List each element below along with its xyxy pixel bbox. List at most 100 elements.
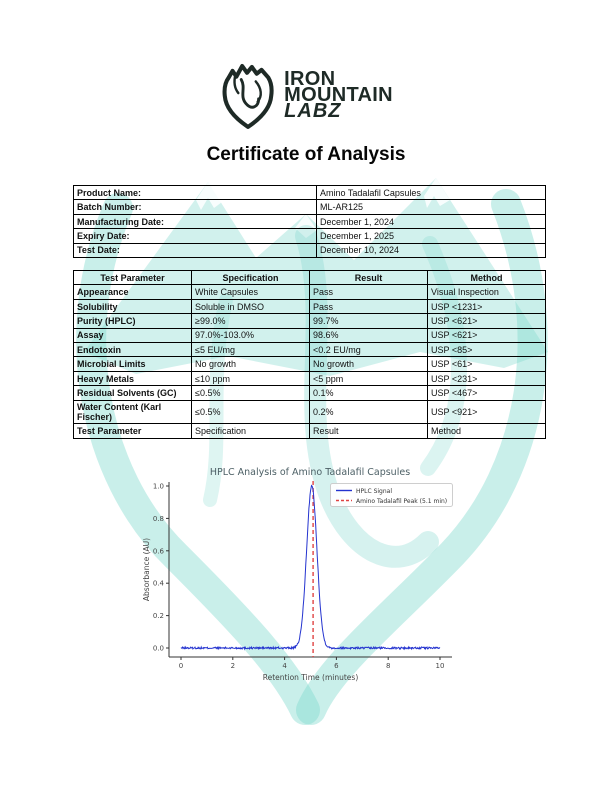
- table-row: Heavy Metals ≤10 ppm <5 ppm USP <231>: [73, 370, 546, 387]
- mountain-shield-logo-icon: [222, 63, 274, 129]
- table-row: Appearance White Capsules Pass Visual Inspe…: [73, 284, 546, 300]
- table-cell: Soluble in DMSO: [191, 298, 310, 315]
- table-row: Assay 97.0%-103.0% 98.6% USP <621>: [73, 327, 546, 343]
- product-info-row: Expiry Date: December 1, 2025: [73, 228, 546, 244]
- table-cell: Visual Inspection: [427, 284, 546, 300]
- page-title: Certificate of Analysis: [206, 144, 406, 165]
- table-cell: USP <231>: [427, 370, 546, 387]
- product-info-row: Product Name: Amino Tadalafil Capsules: [73, 184, 546, 201]
- table-row: Microbial Limits No growth No growth USP <6…: [73, 356, 546, 372]
- product-info-value: December 1, 2024: [316, 213, 546, 230]
- product-info-value: ML-AR125: [316, 199, 546, 215]
- table-cell: USP <1231>: [427, 298, 546, 315]
- table-cell: USP <921>: [427, 399, 546, 425]
- table-row: Endotoxin ≤5 EU/mg <0.2 EU/mg USP <85>: [73, 341, 546, 358]
- table-cell: ≥99.0%: [191, 313, 310, 329]
- y-tick-label: 0.6: [153, 547, 165, 555]
- table-cell: Appearance: [73, 284, 192, 300]
- table-row: Water Content (Karl Fischer) ≤0.5% 0.2% USP…: [73, 399, 546, 425]
- logo-word-mountain: MOUNTAIN: [284, 84, 393, 106]
- table-cell: Assay: [73, 327, 192, 343]
- hplc-chart: HPLC Analysis of Amino Tadalafil Capsule…: [140, 460, 474, 708]
- product-info-body: Product Name: Amino Tadalafil Capsules Bat…: [73, 184, 546, 258]
- product-info-label: Test Date:: [73, 242, 317, 258]
- y-tick-label: 0.4: [153, 580, 165, 588]
- table-cell: Result: [309, 423, 428, 439]
- x-tick-label: 8: [386, 662, 390, 670]
- table-cell: Purity (HPLC): [73, 313, 192, 329]
- table-cell: Heavy Metals: [73, 370, 192, 387]
- column-header: Result: [309, 269, 428, 286]
- y-tick-label: 0.0: [153, 645, 164, 653]
- product-info-label: Product Name:: [73, 184, 317, 201]
- table-cell: Pass: [309, 284, 428, 300]
- table-cell: <5 ppm: [309, 370, 428, 387]
- test-results-head: Test Parameter Specification Result Method: [73, 269, 546, 286]
- table-cell: USP <621>: [427, 327, 546, 343]
- table-row: Residual Solvents (GC) ≤0.5% 0.1% USP <467>: [73, 385, 546, 401]
- product-info-row: Test Date: December 10, 2024: [73, 242, 546, 258]
- table-header-row: Test Parameter Specification Result Method: [73, 269, 546, 286]
- test-results-body: Appearance White Capsules Pass Visual Inspe…: [73, 284, 546, 439]
- x-axis-label: Retention Time (minutes): [263, 673, 359, 682]
- table-cell: No growth: [309, 356, 428, 372]
- hplc-signal-line: [180, 484, 441, 651]
- x-tick-label: 4: [282, 662, 287, 670]
- table-cell: Residual Solvents (GC): [73, 385, 192, 401]
- table-row: Test Parameter Specification Result Method: [73, 423, 546, 439]
- product-info-value: Amino Tadalafil Capsules: [316, 184, 546, 201]
- column-header: Specification: [191, 269, 310, 286]
- table-cell: 97.0%-103.0%: [191, 327, 310, 343]
- table-cell: Microbial Limits: [73, 356, 192, 372]
- product-info-row: Manufacturing Date: December 1, 2024: [73, 213, 546, 230]
- table-cell: USP <61>: [427, 356, 546, 372]
- table-cell: Solubility: [73, 298, 192, 315]
- table-cell: 0.1%: [309, 385, 428, 401]
- table-cell: Specification: [191, 423, 310, 439]
- x-tick-label: 2: [231, 662, 235, 670]
- chart-title: HPLC Analysis of Amino Tadalafil Capsule…: [210, 467, 410, 478]
- table-cell: Test Parameter: [73, 423, 192, 439]
- logo-word-iron: IRON: [284, 68, 336, 90]
- logo-word-labz: LABZ: [284, 100, 342, 122]
- table-cell: ≤5 EU/mg: [191, 341, 310, 358]
- table-cell: USP <467>: [427, 385, 546, 401]
- table-cell: White Capsules: [191, 284, 310, 300]
- table-cell: ≤0.5%: [191, 385, 310, 401]
- logo-wordmark: IRON MOUNTAIN LABZ: [284, 68, 393, 122]
- table-cell: USP <85>: [427, 341, 546, 358]
- table-cell: 98.6%: [309, 327, 428, 343]
- logo: IRON MOUNTAIN LABZ: [0, 58, 612, 132]
- product-info-label: Expiry Date:: [73, 228, 317, 244]
- product-info-table: Product Name: Amino Tadalafil Capsules Bat…: [73, 184, 546, 258]
- table-cell: 99.7%: [309, 313, 428, 329]
- table-row: Solubility Soluble in DMSO Pass USP <1231>: [73, 298, 546, 315]
- y-axis-label: Absorbance (AU): [142, 538, 151, 601]
- table-cell: Method: [427, 423, 546, 439]
- table-cell: ≤0.5%: [191, 399, 310, 425]
- table-row: Purity (HPLC) ≥99.0% 99.7% USP <621>: [73, 313, 546, 329]
- table-cell: No growth: [191, 356, 310, 372]
- y-tick-label: 0.2: [153, 612, 164, 620]
- legend-label-peak: Amino Tadalafil Peak (5.1 min): [356, 498, 447, 505]
- y-tick-label: 0.8: [153, 515, 164, 523]
- legend-label-signal: HPLC Signal: [356, 488, 392, 495]
- product-info-label: Manufacturing Date:: [73, 213, 317, 230]
- x-tick-label: 0: [179, 662, 183, 670]
- hplc-chart-svg: HPLC Analysis of Amino Tadalafil Capsule…: [142, 467, 453, 682]
- product-info-label: Batch Number:: [73, 199, 317, 215]
- legend-box: [330, 483, 453, 507]
- table-cell: Water Content (Karl Fischer): [73, 399, 192, 425]
- table-cell: <0.2 EU/mg: [309, 341, 428, 358]
- product-info-row: Batch Number: ML-AR125: [73, 199, 546, 215]
- table-cell: Pass: [309, 298, 428, 315]
- test-results-table: Test Parameter Specification Result Method …: [73, 269, 546, 439]
- table-cell: 0.2%: [309, 399, 428, 425]
- x-tick-label: 10: [436, 662, 445, 670]
- product-info-value: December 1, 2025: [316, 228, 546, 244]
- table-cell: ≤10 ppm: [191, 370, 310, 387]
- x-tick-label: 6: [334, 662, 339, 670]
- column-header: Method: [427, 269, 546, 286]
- table-cell: USP <621>: [427, 313, 546, 329]
